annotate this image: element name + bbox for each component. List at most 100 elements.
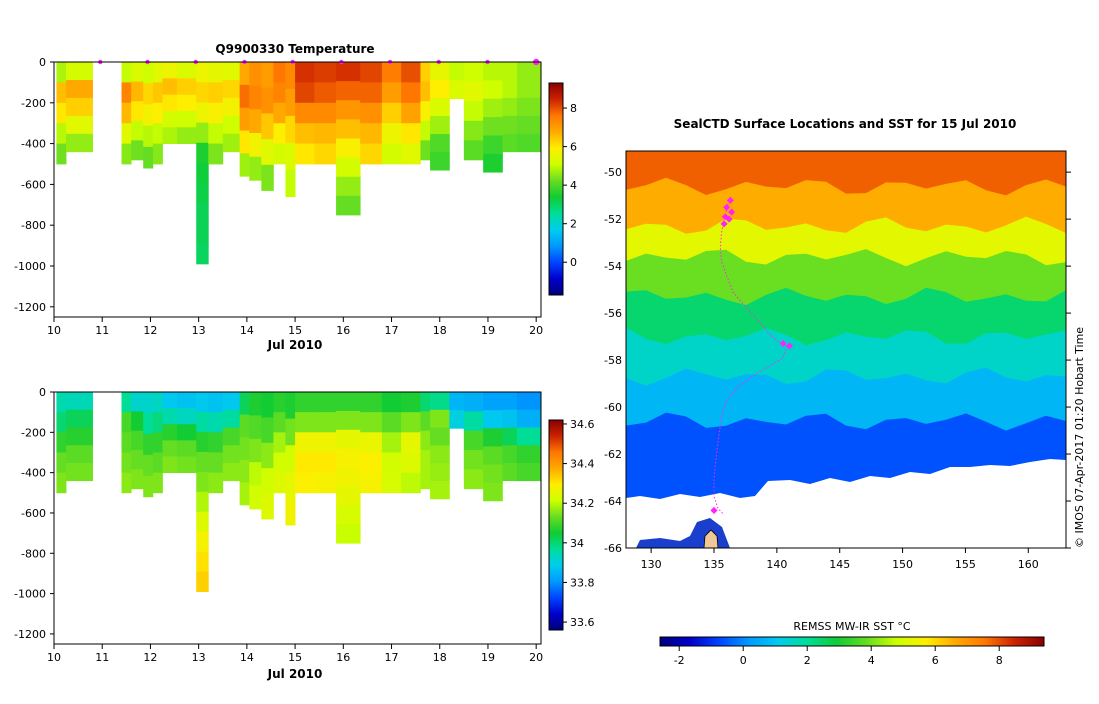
profile-cell	[516, 445, 542, 464]
profile-cell	[152, 123, 163, 144]
profile-cell	[360, 62, 383, 83]
profile-cell	[196, 223, 209, 245]
sst-colorbar-ticks: -2 0 2 4 6 8	[674, 646, 1003, 667]
profile-cell	[66, 427, 93, 446]
land-patch	[703, 529, 719, 548]
profile-cell	[249, 438, 262, 463]
profile-cell	[143, 146, 154, 169]
profile-cell	[314, 472, 337, 494]
profile-cell	[430, 463, 450, 482]
surface-location-marker	[728, 208, 736, 216]
profile-cell	[222, 445, 241, 464]
profile-cell	[196, 102, 209, 123]
profile-cell	[131, 430, 144, 451]
profile-cell	[430, 427, 450, 446]
profile-cell	[66, 97, 93, 117]
profile-cell	[222, 409, 241, 428]
latitude-tick-label: -60	[604, 401, 622, 414]
profile-cell	[401, 452, 421, 474]
x-tick-label: 19	[481, 651, 495, 664]
longitude-tick-label: 145	[829, 558, 850, 571]
profile-cell	[196, 451, 209, 473]
profile-cell	[314, 123, 337, 144]
profile-cell	[381, 62, 402, 83]
profile-cell	[208, 143, 224, 165]
profile-cell	[56, 392, 67, 413]
profile-cell	[56, 102, 67, 124]
profile-cell	[239, 392, 250, 415]
profile-cell	[430, 445, 450, 464]
longitude-tick-label: 130	[641, 558, 662, 571]
x-tick-label: 18	[433, 324, 447, 337]
profile-cell	[314, 412, 337, 433]
sst-colorbar-tick-label: 4	[868, 654, 875, 667]
profile-cell	[56, 452, 67, 474]
salinity-profiles	[56, 392, 542, 592]
profile-cell	[121, 143, 132, 165]
temperature-plot-frame	[53, 61, 542, 318]
profile-cell	[516, 115, 542, 135]
profile-cell	[401, 123, 421, 144]
latitude-tick-label: -54	[604, 260, 622, 273]
profile-cell	[285, 88, 296, 117]
profile-cell	[239, 62, 250, 86]
latitude-tick-label: -50	[604, 166, 622, 179]
profile-cell	[430, 392, 450, 411]
profile-cell	[516, 133, 542, 153]
surface-location-marker	[785, 342, 793, 350]
profile-cell	[336, 505, 361, 525]
profile-cell	[273, 123, 286, 144]
profile-cell	[381, 82, 402, 104]
profile-cell	[360, 143, 383, 165]
profile-cell	[502, 462, 518, 482]
profile-cell	[196, 142, 209, 164]
profile-cell	[131, 411, 144, 432]
profile-cell	[196, 183, 209, 204]
profile-cell	[239, 107, 250, 131]
profile-cell	[261, 87, 274, 114]
x-tick-label: 20	[529, 651, 543, 664]
x-tick-label: 14	[240, 324, 254, 337]
profile-cell	[401, 412, 421, 433]
profile-cell	[285, 392, 296, 420]
profile-cell	[131, 120, 144, 141]
profile-cell	[449, 392, 465, 411]
sst-map-longitude-ticks: 130 135 140 145 150 155 160	[641, 548, 1039, 571]
profile-cell	[483, 117, 503, 136]
profile-cell	[261, 417, 274, 444]
y-tick-label: 0	[39, 56, 46, 69]
y-tick-label: -800	[21, 219, 46, 232]
profile-cell	[314, 143, 337, 165]
profile-cell	[162, 456, 178, 474]
temperature-colorbar	[548, 82, 564, 296]
profile-cell	[121, 82, 132, 104]
profile-cell	[401, 472, 421, 494]
x-tick-label: 13	[192, 651, 206, 664]
profile-cell	[249, 156, 262, 181]
salinity-y-ticks: 0 -200 -400 -600 -800 -1000 -1200	[14, 386, 54, 641]
y-tick-label: -200	[21, 426, 46, 439]
profile-cell	[360, 123, 383, 144]
profile-cell	[336, 429, 361, 450]
temperature-y-ticks: 0 -200 -400 -600 -800 -1000 -1200	[14, 56, 54, 314]
profile-cell	[502, 62, 518, 81]
profile-cell	[381, 123, 402, 144]
profile-cell	[295, 432, 315, 453]
sst-map-latitude-ticks: -50 -52 -54 -56 -58 -60 -62 -64 -66	[604, 166, 1071, 555]
profile-cell	[249, 109, 262, 134]
colorbar-tick-label: 8	[570, 102, 577, 115]
profile-cell	[208, 432, 224, 453]
profile-cell	[121, 452, 132, 474]
salinity-colorbar	[548, 419, 564, 631]
profile-cell	[222, 62, 241, 81]
colorbar-tick-label: 33.6	[570, 616, 595, 629]
profile-cell	[196, 392, 209, 413]
profile-cell	[463, 430, 484, 451]
ice-edge-no-data	[626, 459, 1066, 548]
profile-cell	[295, 62, 315, 83]
profile-cell	[196, 82, 209, 103]
profile-cell	[360, 82, 383, 104]
profile-cell	[249, 132, 262, 158]
profile-cell	[483, 98, 503, 118]
profile-cell	[208, 392, 224, 413]
